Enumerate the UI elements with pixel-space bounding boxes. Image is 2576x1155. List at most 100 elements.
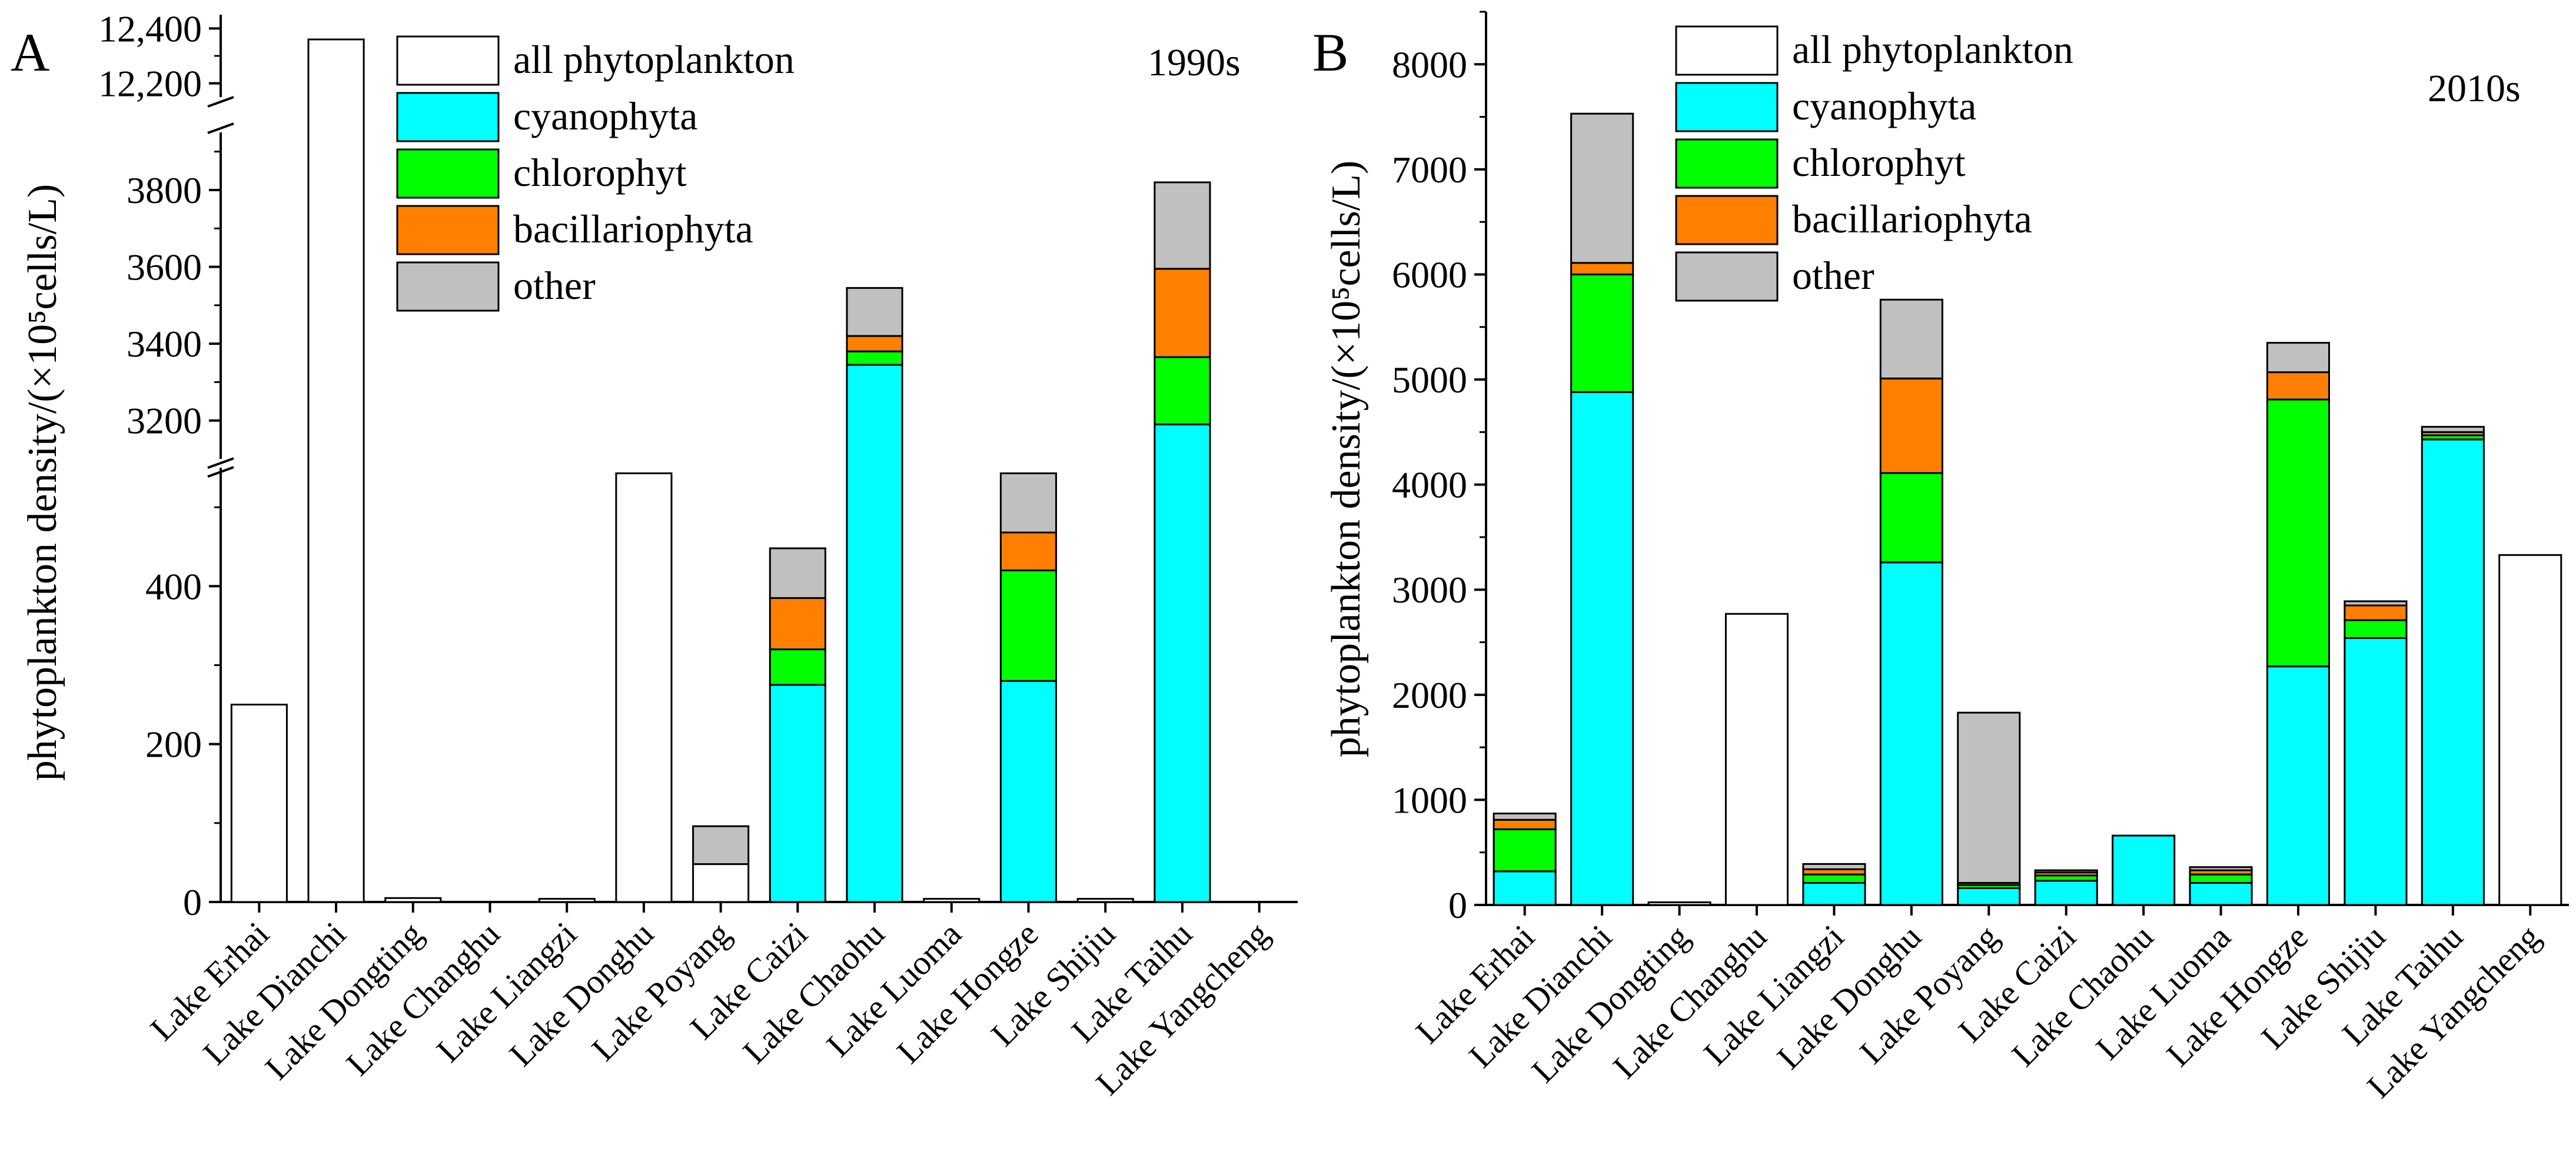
y-tick-label-a-6: 3800 xyxy=(127,169,202,211)
panel-a-legend: all phytoplankton cyanophyta chlorophyt bac… xyxy=(396,35,795,312)
axis-break-mark-3 xyxy=(207,466,234,478)
bar-a-lake-taihu-cyanophyta xyxy=(1154,423,1211,903)
legend-a-swatch-chlorophyt xyxy=(396,148,500,199)
bar-b-lake-taihu-cyanophyta xyxy=(2421,438,2485,906)
bar-a-lake-hongze-bacillariophyta xyxy=(999,531,1058,571)
panel-b-label: B xyxy=(1312,22,1348,82)
y-tick-label-a-4: 3400 xyxy=(127,323,202,365)
legend-a-swatch-all-phytoplankton xyxy=(396,35,500,86)
legend-a-label-bacillariophyta: bacillariophyta xyxy=(513,207,753,251)
bar-a-lake-shijiu-all-phytoplankton xyxy=(1076,898,1134,903)
panel-b-axes: 0 1000 2000 3000 4000 5000 6000 7000 8000 xyxy=(1392,11,2569,926)
panel-a-y-axis-title: phytoplankton density/(×10⁵cells/L) xyxy=(20,184,65,781)
y-tick-label-a-5: 3600 xyxy=(127,247,202,288)
panel-a-bars xyxy=(230,38,1211,903)
legend-b-label-chlorophyt: chlorophyt xyxy=(1792,140,1966,185)
y-tick-label-b-2: 2000 xyxy=(1392,674,1467,716)
axis-break-gap-1 xyxy=(203,97,1304,133)
bar-b-lake-dongting-all-phytoplankton xyxy=(1647,901,1711,906)
bar-b-lake-hongze-other xyxy=(2266,342,2330,374)
bar-b-lake-hongze-bacillariophyta xyxy=(2266,371,2330,401)
bar-a-lake-dongting-all-phytoplankton xyxy=(384,897,442,903)
bar-a-lake-hongze-cyanophyta xyxy=(999,680,1058,903)
legend-b-swatch-all-phytoplankton xyxy=(1675,25,1779,76)
legend-a-label-other: other xyxy=(513,263,596,308)
panel-a-chart: A 1990s phytoplankton density/(×10⁵cells… xyxy=(11,8,1304,1103)
bar-a-lake-chaohu-other xyxy=(846,287,903,337)
bar-a-lake-taihu-bacillariophyta xyxy=(1154,268,1211,358)
legend-b-swatch-chlorophyt xyxy=(1675,138,1779,189)
bar-b-lake-taihu-other xyxy=(2421,425,2485,433)
bar-a-lake-hongze-other xyxy=(999,472,1058,534)
bar-b-lake-donghu-bacillariophyta xyxy=(1879,377,1943,474)
legend-b-label-bacillariophyta: bacillariophyta xyxy=(1792,197,2032,241)
bar-b-lake-dianchi-bacillariophyta xyxy=(1570,262,1634,275)
bar-b-lake-changhu-all-phytoplankton xyxy=(1724,613,1789,906)
bar-a-lake-taihu-chlorophyt xyxy=(1154,356,1211,425)
bar-a-lake-chaohu-chlorophyt xyxy=(846,350,903,366)
bar-b-lake-shijiu-cyanophyta xyxy=(2344,637,2408,906)
bar-b-lake-shijiu-bacillariophyta xyxy=(2344,604,2408,621)
bar-a-lake-chaohu-cyanophyta xyxy=(846,364,903,903)
bar-b-lake-erhai-other xyxy=(1493,813,1557,821)
y-tick-label-b-0: 0 xyxy=(1448,884,1467,926)
panel-b-decade-annotation: 2010s xyxy=(2428,67,2521,110)
bar-b-lake-dianchi-other xyxy=(1570,112,1634,264)
bar-a-lake-chaohu-bacillariophyta xyxy=(846,335,903,352)
y-tick-label-b-6: 6000 xyxy=(1392,254,1467,295)
axis-break-mark-2 xyxy=(207,122,234,134)
y-tick-label-b-4: 4000 xyxy=(1392,464,1467,506)
y-tick-label-a-0: 0 xyxy=(183,881,202,923)
bar-b-lake-erhai-bacillariophyta xyxy=(1493,818,1557,830)
bar-b-lake-poyang-cyanophyta xyxy=(1957,887,2021,906)
bar-b-lake-luoma-cyanophyta xyxy=(2189,882,2253,906)
bar-b-lake-liangzi-other xyxy=(1802,863,1866,870)
bar-a-lake-caizi-cyanophyta xyxy=(769,684,826,903)
panel-b-y-axis-title: phytoplankton density/(×10⁵cells/L) xyxy=(1324,161,1369,758)
panel-b-legend: all phytoplankton cyanophyta chlorophyt bac… xyxy=(1675,25,2073,302)
bar-a-lake-caizi-bacillariophyta xyxy=(769,597,826,651)
legend-a-label-all-phytoplankton: all phytoplankton xyxy=(513,37,795,82)
legend-a-swatch-cyanophyta xyxy=(396,92,500,142)
panel-b-chart: B 2010s phytoplankton density/(×10⁵cells… xyxy=(1312,11,2569,1106)
panel-a-label: A xyxy=(11,22,49,82)
bar-b-lake-luoma-chlorophyt xyxy=(2189,873,2253,884)
bar-b-lake-yangcheng-all-phytoplankton xyxy=(2498,554,2562,906)
y-tick-label-b-7: 7000 xyxy=(1392,149,1467,191)
axis-break-gap-0 xyxy=(203,460,1304,468)
legend-b-swatch-other xyxy=(1675,251,1779,302)
legend-b-swatch-bacillariophyta xyxy=(1675,195,1779,245)
axis-break-mark-0 xyxy=(207,457,234,469)
bar-b-lake-caizi-cyanophyta xyxy=(2034,880,2098,906)
bar-b-lake-hongze-chlorophyt xyxy=(2266,398,2330,668)
y-tick-label-b-1: 1000 xyxy=(1392,779,1467,821)
y-tick-label-a-7: 12,200 xyxy=(98,63,202,105)
legend-b-label-other: other xyxy=(1792,253,1874,298)
bar-b-lake-hongze-cyanophyta xyxy=(2266,665,2330,906)
y-tick-label-b-8: 8000 xyxy=(1392,44,1467,85)
bar-a-lake-liangzi-all-phytoplankton xyxy=(538,898,596,903)
y-tick-label-a-8: 12,400 xyxy=(98,8,202,49)
bar-a-lake-caizi-other xyxy=(769,547,826,599)
bar-a-lake-erhai-all-phytoplankton xyxy=(230,704,288,903)
bar-b-lake-erhai-chlorophyt xyxy=(1493,828,1557,873)
bar-a-lake-dianchi-all-phytoplankton xyxy=(307,38,365,903)
bar-a-lake-luoma-all-phytoplankton xyxy=(923,898,980,903)
axis-break-mark-1 xyxy=(207,96,234,108)
bar-b-lake-shijiu-chlorophyt xyxy=(2344,619,2408,639)
bar-a-lake-caizi-chlorophyt xyxy=(769,648,826,686)
y-tick-label-b-3: 3000 xyxy=(1392,569,1467,611)
bar-b-lake-poyang-other xyxy=(1957,711,2021,884)
y-tick-label-a-2: 400 xyxy=(145,565,202,607)
y-tick-label-b-5: 5000 xyxy=(1392,359,1467,401)
legend-a-swatch-bacillariophyta xyxy=(396,205,500,255)
bar-b-lake-donghu-cyanophyta xyxy=(1879,561,1943,906)
bar-b-lake-erhai-cyanophyta xyxy=(1493,870,1557,906)
bar-a-lake-donghu-all-phytoplankton xyxy=(615,472,673,903)
bar-b-lake-donghu-other xyxy=(1879,298,1943,380)
y-tick-label-a-1: 200 xyxy=(145,724,202,765)
panel-b-bars xyxy=(1493,112,2562,906)
